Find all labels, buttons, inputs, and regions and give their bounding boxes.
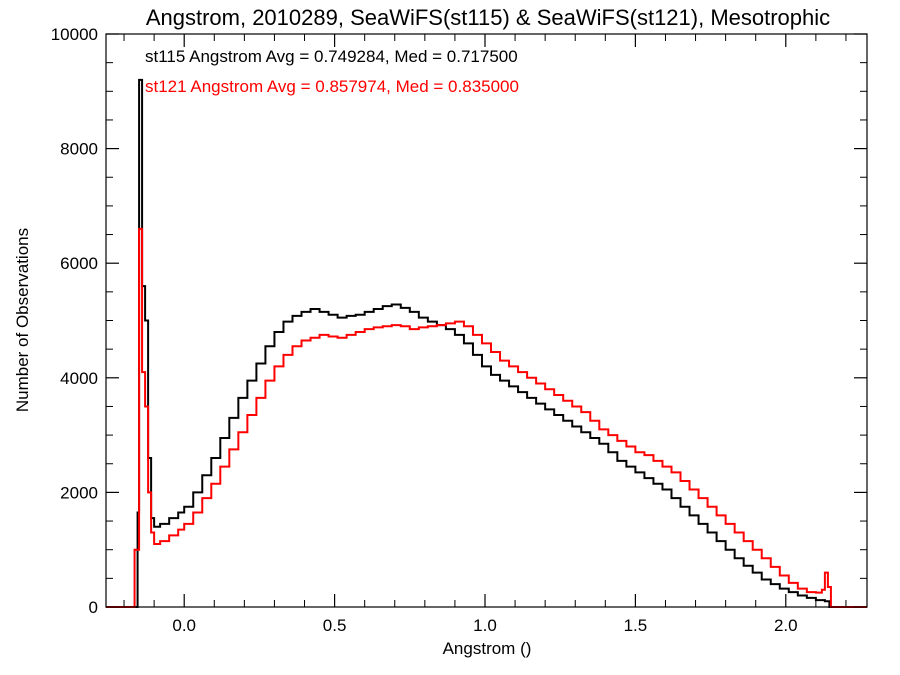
series-line-1: [106, 227, 867, 608]
x-axis-label: Angstrom (): [443, 639, 532, 658]
x-tick-label: 0.5: [323, 616, 347, 635]
y-tick-label: 6000: [60, 254, 98, 273]
annotation-st121: st121 Angstrom Avg = 0.857974, Med = 0.8…: [145, 77, 519, 96]
x-tick-label: 1.5: [624, 616, 648, 635]
plot-frame: [105, 33, 868, 608]
x-tick-label: 1.0: [473, 616, 497, 635]
x-tick-label: 0.0: [172, 616, 196, 635]
series-layer: [106, 78, 867, 608]
y-tick-label: 2000: [60, 483, 98, 502]
ticks-layer: 0.0 0.5 1.0 1.5 2.0 0 2000 4000 6000 8000 10000: [51, 25, 867, 635]
x-tick-label: 2.0: [774, 616, 798, 635]
series-line-0: [106, 78, 867, 608]
annotation-st115: st115 Angstrom Avg = 0.749284, Med = 0.7…: [145, 47, 518, 66]
y-tick-label: 10000: [51, 25, 98, 44]
y-tick-label: 0: [89, 598, 98, 617]
chart-title: Angstrom, 2010289, SeaWiFS(st115) & SeaW…: [146, 5, 830, 30]
y-axis-label: Number of Observations: [13, 228, 32, 412]
y-tick-label: 4000: [60, 369, 98, 388]
y-tick-label: 8000: [60, 140, 98, 159]
